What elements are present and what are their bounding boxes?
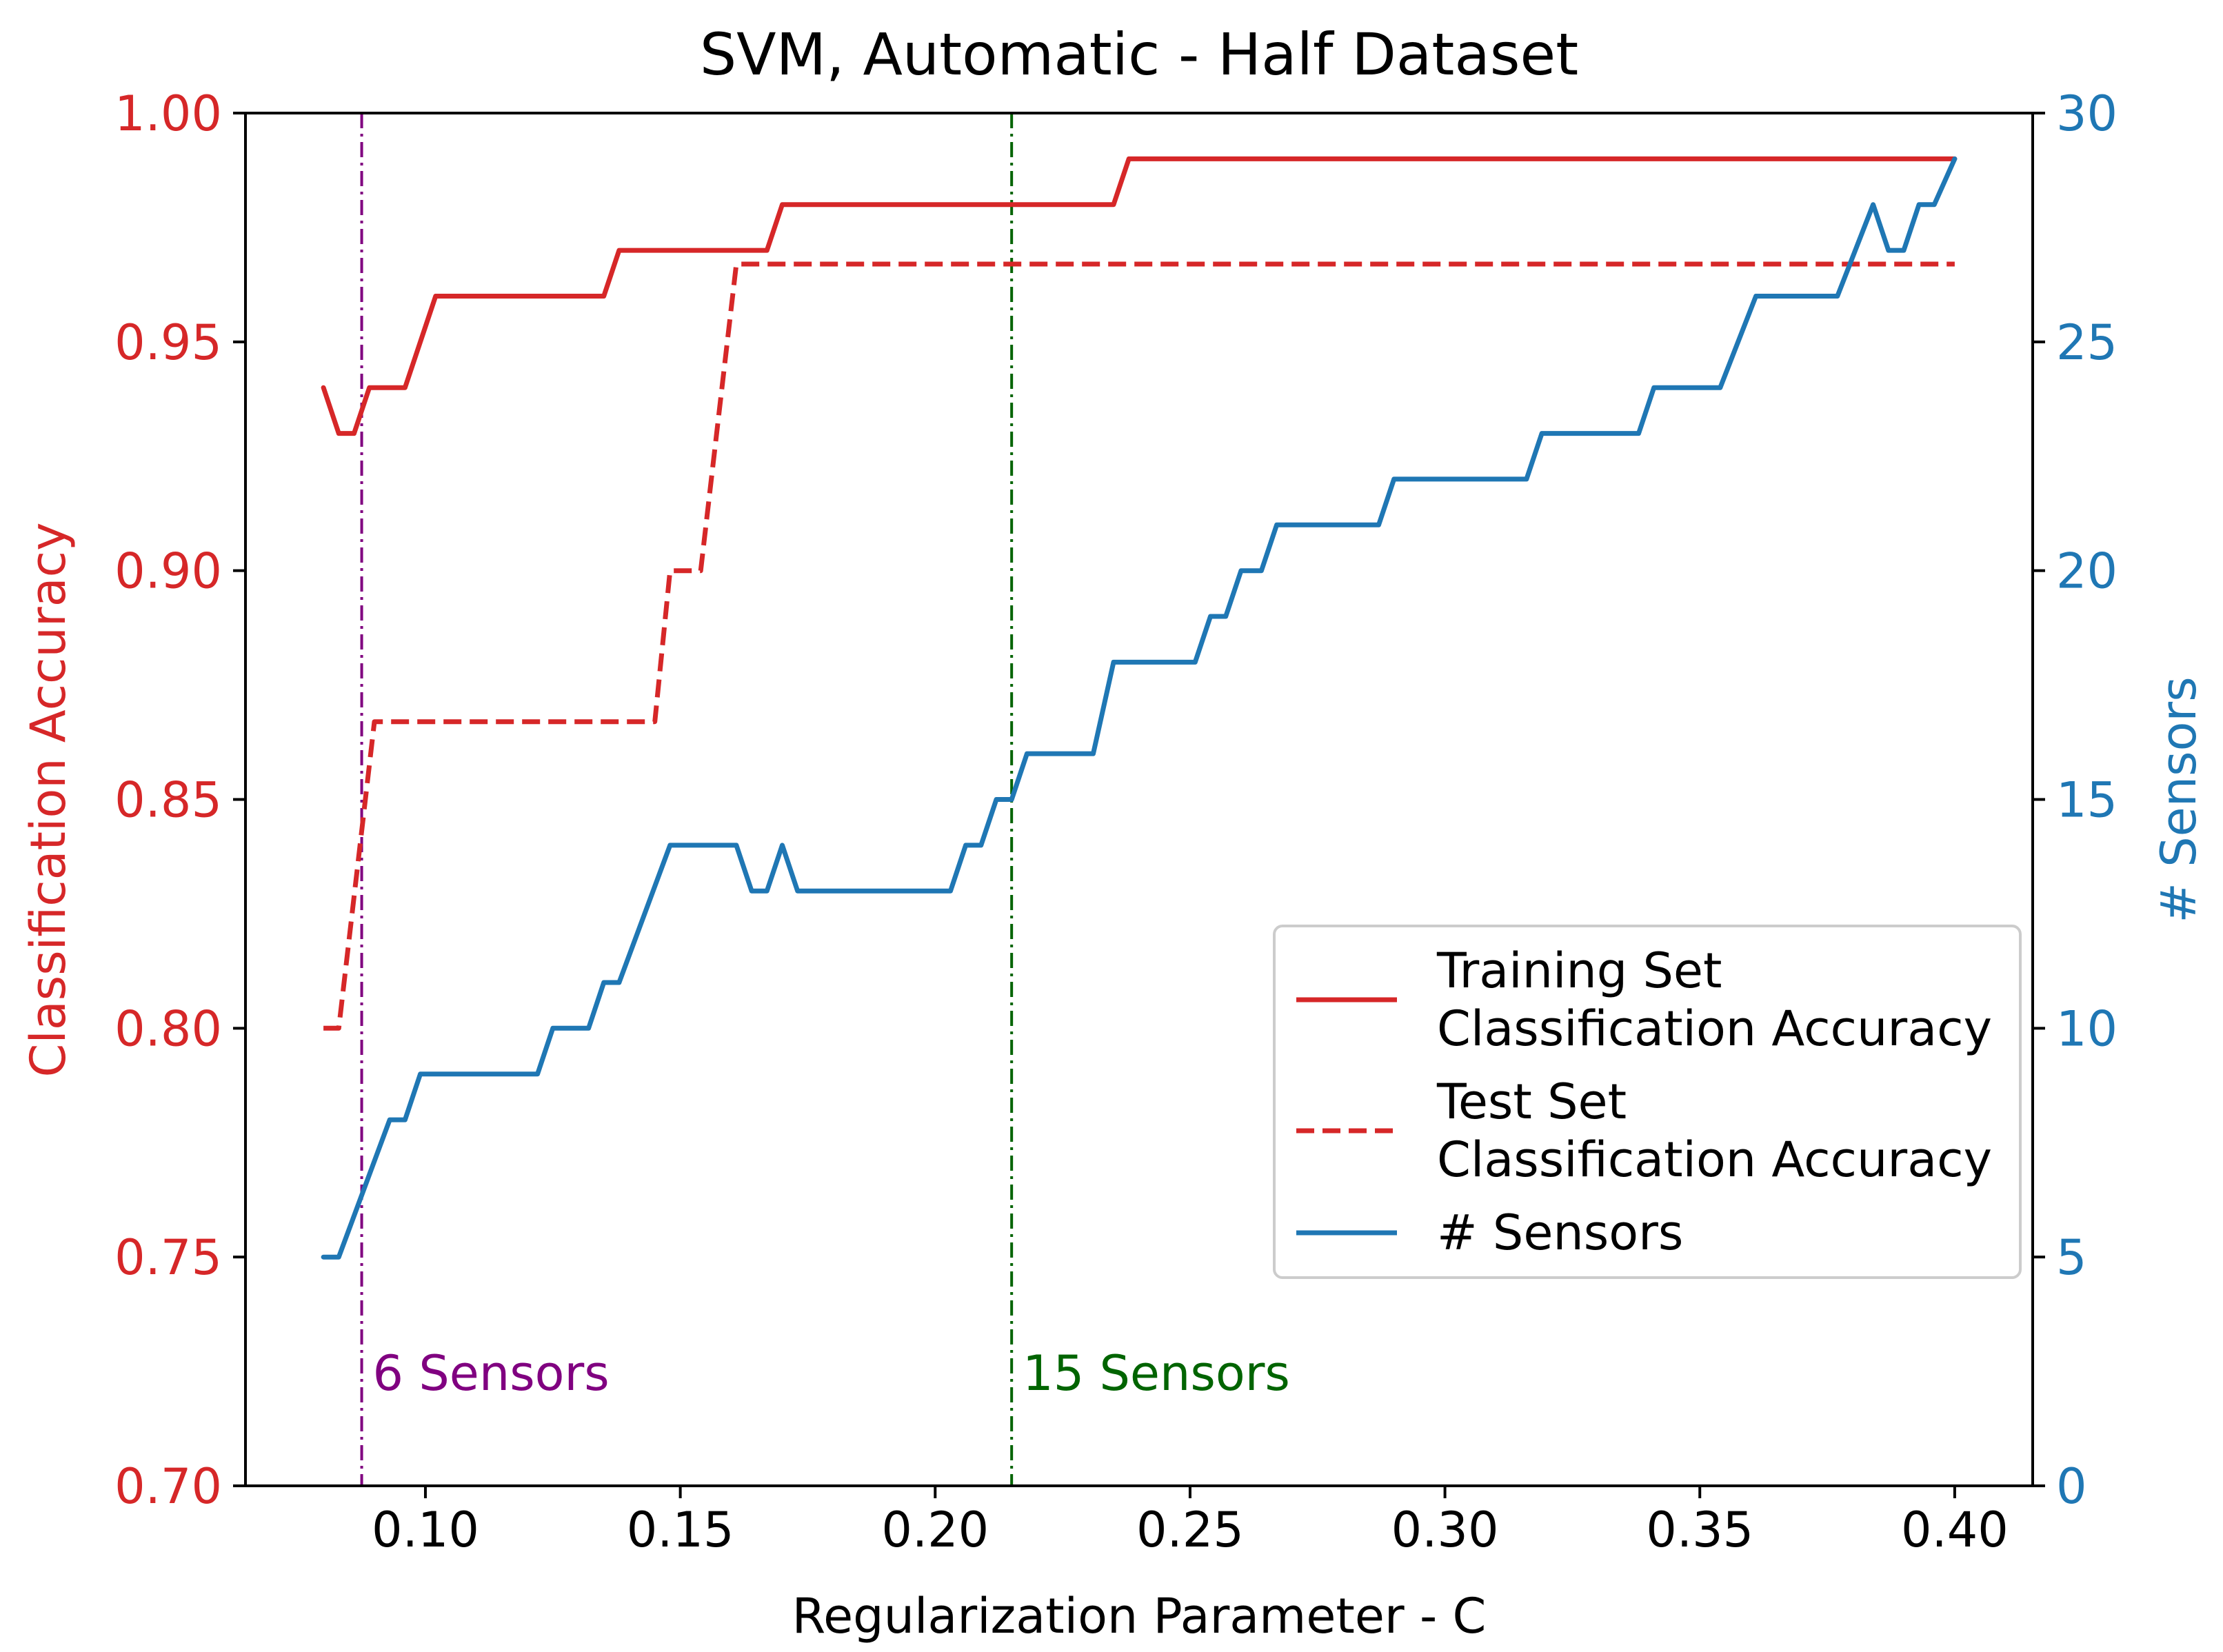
right-tick-label: 5 xyxy=(2056,1229,2087,1286)
left-axis-label: Classification Accuracy xyxy=(20,523,77,1078)
reference-line-label: 15 Sensors xyxy=(1023,1345,1290,1402)
right-tick-label: 25 xyxy=(2056,314,2118,371)
right-tick-label: 20 xyxy=(2056,543,2118,600)
left-tick-label: 0.75 xyxy=(114,1229,222,1286)
right-tick-label: 30 xyxy=(2056,85,2118,142)
series-layer xyxy=(321,156,1958,1260)
legend-label: Classification Accuracy xyxy=(1437,1000,1992,1057)
left-tick-label: 0.95 xyxy=(114,314,222,371)
x-tick-label: 0.25 xyxy=(1136,1502,1244,1558)
right-tick-label: 0 xyxy=(2056,1458,2087,1515)
series-line xyxy=(321,156,1958,436)
reference-line-label: 6 Sensors xyxy=(373,1345,610,1402)
series-line xyxy=(323,261,1955,1031)
x-axis-label: Regularization Parameter - C xyxy=(792,1588,1487,1644)
left-tick-label: 0.80 xyxy=(114,1000,222,1057)
right-axis-ticks: 0 5 10 15 20 25 30 xyxy=(2033,85,2118,1515)
left-tick-label: 0.85 xyxy=(114,772,222,829)
legend-label: Classification Accuracy xyxy=(1437,1131,1992,1188)
right-tick-label: 10 xyxy=(2056,1000,2118,1057)
left-tick-label: 0.90 xyxy=(114,543,222,600)
x-tick-label: 0.40 xyxy=(1901,1502,2009,1558)
series-line xyxy=(321,156,1958,1260)
x-tick-label: 0.20 xyxy=(881,1502,989,1558)
legend-label: Training Set xyxy=(1436,943,1722,999)
reference-line-labels: 6 Sensors 15 Sensors xyxy=(373,1345,1290,1402)
chart-title: SVM, Automatic - Half Dataset xyxy=(700,21,1578,88)
legend-label: # Sensors xyxy=(1437,1205,1683,1261)
reference-lines xyxy=(360,113,1014,1486)
right-tick-label: 15 xyxy=(2056,772,2118,829)
x-tick-label: 0.10 xyxy=(372,1502,479,1558)
x-tick-label: 0.15 xyxy=(627,1502,734,1558)
x-tick-label: 0.30 xyxy=(1391,1502,1499,1558)
left-axis-ticks: 0.70 0.75 0.80 0.85 0.90 0.95 1.00 xyxy=(114,85,245,1515)
x-tick-label: 0.35 xyxy=(1646,1502,1753,1558)
legend-box xyxy=(1273,925,2022,1279)
left-tick-label: 0.70 xyxy=(114,1458,222,1515)
x-axis-ticks: 0.10 0.15 0.20 0.25 0.30 0.35 0.40 xyxy=(372,1486,2009,1558)
left-tick-label: 1.00 xyxy=(114,85,222,142)
right-axis-label: # Sensors xyxy=(2151,676,2207,923)
legend-label: Test Set xyxy=(1436,1074,1627,1130)
